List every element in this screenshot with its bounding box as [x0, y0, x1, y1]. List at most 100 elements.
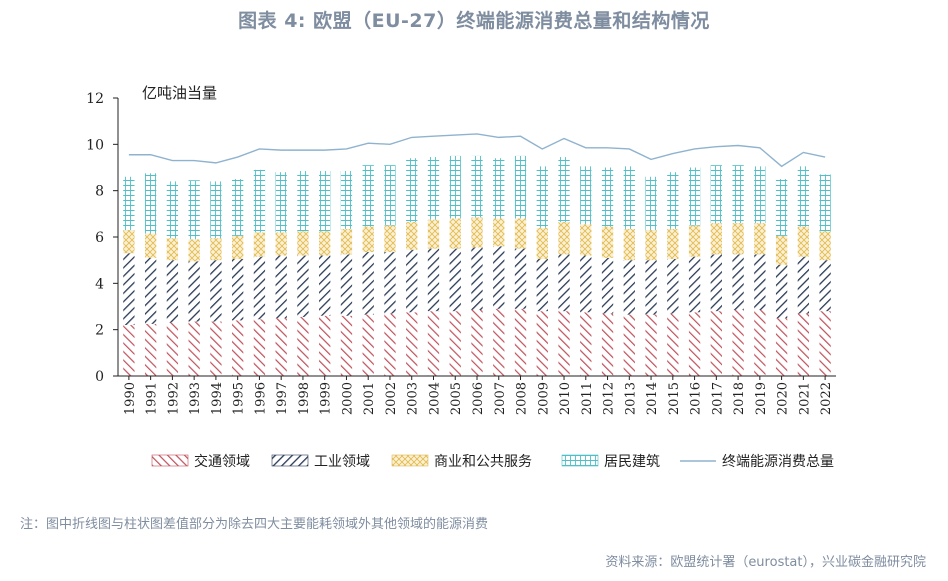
bar-commercial: [580, 224, 592, 256]
bar-residential: [754, 166, 766, 224]
legend-item-industry: 工业领域: [271, 454, 370, 470]
y-tick-label: 10: [86, 137, 104, 153]
x-tick-label: 2021: [797, 382, 812, 415]
bar-industry: [493, 246, 505, 309]
x-tick-label: 2018: [732, 382, 747, 415]
bar-residential: [144, 173, 157, 234]
bar-commercial: [144, 233, 157, 258]
x-tick-label: 1994: [210, 382, 225, 415]
bar-industry: [819, 260, 831, 312]
bar-commercial: [210, 238, 222, 261]
x-tick-label: 1999: [319, 382, 334, 415]
bar-transport: [297, 316, 309, 376]
bar-commercial: [471, 217, 483, 248]
bar-residential: [688, 167, 701, 226]
y-tick-label: 8: [95, 184, 104, 200]
bar-commercial: [688, 225, 701, 257]
legend-swatch-commercial: [391, 454, 429, 467]
bar-transport: [340, 315, 353, 376]
legend-item-total: 终端能源消费总量: [680, 454, 834, 470]
bar-commercial: [427, 219, 440, 249]
bar-industry: [427, 248, 440, 312]
bar-residential: [166, 181, 179, 239]
x-tick-label: 1995: [232, 382, 247, 415]
bar-transport: [580, 312, 592, 376]
y-tick-label: 2: [95, 323, 104, 339]
bar-industry: [449, 248, 461, 312]
bar-transport: [493, 308, 505, 376]
bar-industry: [471, 247, 483, 310]
bar-transport: [144, 323, 157, 376]
footnote: 注：图中折线图与柱状图差值部分为除去四大主要能耗领域外其他领域的能源消费: [20, 517, 489, 532]
source-credit: 资料来源：欧盟统计署（eurostat），兴业碳金融研究院: [605, 555, 926, 570]
bar-commercial: [188, 239, 200, 262]
bar-commercial: [340, 228, 353, 255]
bar-residential: [297, 170, 309, 232]
bar-industry: [406, 249, 418, 313]
bar-industry: [340, 254, 353, 316]
bar-commercial: [558, 221, 570, 255]
legend: 交通领域 工业领域 商业和公共服务 居民建筑 终端能源消费总量: [151, 453, 834, 470]
bar-transport: [319, 315, 331, 376]
legend-swatch-transport: [151, 454, 189, 467]
x-tick-label: 2015: [667, 382, 682, 415]
x-tick-label: 2013: [623, 382, 638, 415]
x-tick-label: 2001: [362, 382, 377, 415]
x-tick-label: 2006: [471, 382, 486, 415]
bar-transport: [754, 309, 766, 376]
y-tick-label: 4: [95, 276, 104, 292]
bar-industry: [710, 254, 722, 312]
bar-industry: [688, 256, 701, 313]
bar-transport: [123, 325, 135, 376]
bar-residential: [514, 155, 527, 219]
bar-industry: [536, 259, 548, 312]
bar-commercial: [253, 232, 266, 257]
x-tick-label: 2016: [689, 382, 704, 415]
bar-residential: [536, 166, 548, 228]
x-tick-label: 1997: [275, 382, 290, 415]
total-line-layer: [128, 133, 826, 168]
bar-industry: [623, 260, 635, 315]
bar-transport: [667, 313, 679, 376]
bar-transport: [732, 309, 744, 376]
x-tick-label: 1990: [123, 382, 138, 415]
bar-commercial: [797, 226, 810, 257]
bar-residential: [580, 166, 592, 225]
bar-commercial: [449, 218, 461, 249]
bar-transport: [275, 318, 287, 376]
bar-residential: [797, 166, 810, 227]
bar-residential: [732, 165, 744, 224]
bar-commercial: [319, 231, 331, 256]
x-tick-label: 2000: [340, 382, 355, 415]
bar-commercial: [536, 227, 548, 260]
y-axis-ticks: 0 2 4 6 8 10 12: [86, 91, 118, 385]
y-tick-label: 0: [95, 369, 104, 385]
bar-series: [123, 155, 831, 376]
unit-label: 亿吨油当量: [142, 84, 217, 102]
bar-industry: [514, 248, 527, 309]
bar-transport: [253, 319, 266, 376]
bar-residential: [427, 157, 440, 220]
bar-residential: [667, 172, 679, 229]
bar-commercial: [645, 230, 657, 261]
x-tick-label: 2007: [493, 382, 508, 415]
legend-label-residential: 居民建筑: [604, 454, 660, 470]
bar-transport: [819, 311, 831, 376]
bar-transport: [166, 322, 179, 376]
bar-industry: [580, 255, 592, 313]
bar-residential: [210, 181, 222, 239]
bar-commercial: [754, 223, 766, 255]
legend-swatch-industry: [271, 454, 309, 467]
bar-transport: [471, 309, 483, 376]
bar-commercial: [232, 235, 244, 260]
bar-transport: [688, 312, 701, 376]
chart-title: 图表 4: 欧盟（EU-27）终端能源消费总量和结构情况: [238, 10, 710, 32]
bar-transport: [406, 312, 418, 376]
bar-commercial: [493, 218, 505, 247]
y-tick-label: 6: [95, 230, 104, 246]
legend-item-transport: 交通领域: [151, 453, 250, 470]
x-tick-label: 2012: [602, 382, 617, 415]
bar-residential: [188, 180, 200, 240]
x-tick-label: 2017: [710, 382, 725, 415]
x-tick-label: 2011: [580, 382, 595, 415]
